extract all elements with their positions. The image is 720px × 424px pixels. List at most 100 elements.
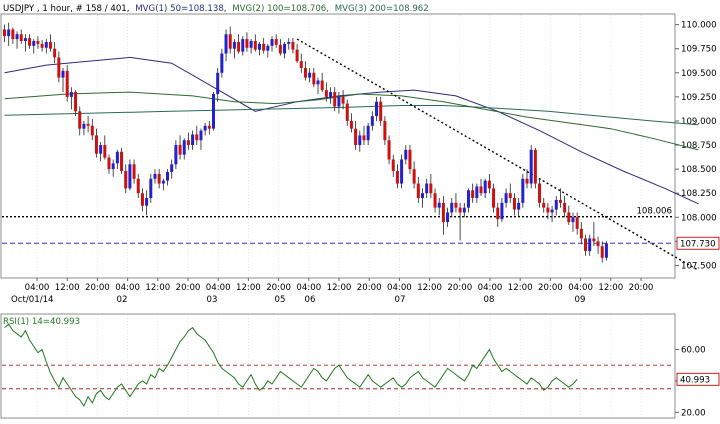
candle-body: [337, 96, 341, 107]
candle-body: [483, 180, 487, 194]
candle-body: [454, 202, 458, 208]
candle-body: [120, 151, 124, 172]
candle-body: [404, 149, 408, 160]
candle-body: [94, 135, 98, 154]
time-tick-label: 04:00: [568, 283, 593, 293]
candle-body: [53, 48, 57, 58]
candle-body: [316, 80, 320, 85]
candle-body: [433, 193, 437, 208]
candle-body: [145, 198, 149, 206]
candle-body: [533, 149, 537, 184]
candle-body: [178, 145, 182, 155]
candle-body: [408, 149, 412, 170]
candle-body: [203, 125, 207, 131]
candle-body: [479, 186, 483, 194]
candle-body: [161, 180, 165, 184]
candle-body: [358, 135, 362, 146]
candle-body: [78, 111, 82, 129]
candle-body: [546, 207, 550, 213]
current-price-label: 107.730: [680, 239, 716, 249]
time-tick-label: 20:00: [538, 283, 563, 293]
candle-body: [529, 149, 533, 184]
time-tick-label: 20:00: [176, 283, 201, 293]
candle-body: [224, 34, 228, 54]
price-panel-frame: [0, 13, 676, 279]
candle-body: [492, 188, 496, 208]
candle-body: [257, 43, 261, 50]
candle-body: [329, 92, 333, 97]
candle-body: [132, 164, 136, 179]
price-tick-label: 109.500: [681, 69, 717, 79]
candle-body: [604, 243, 608, 258]
moving-average-lines: [4, 56, 699, 205]
date-tick-label: 06: [305, 295, 316, 305]
date-tick-label: 02: [117, 295, 128, 305]
candle-body: [370, 116, 374, 126]
candle-body: [450, 202, 454, 213]
candle-body: [563, 202, 567, 213]
support-line-label: 108.006: [636, 207, 672, 217]
date-tick-label: 03: [207, 295, 218, 305]
candle-body: [15, 34, 19, 40]
candle-body: [174, 145, 178, 165]
candle-body: [103, 145, 107, 158]
candle-body: [232, 41, 236, 49]
candle-body: [216, 72, 220, 94]
candle-body: [584, 238, 588, 251]
candle-body: [312, 72, 316, 85]
candle-body: [124, 171, 128, 189]
time-tick-label: 04:00: [478, 283, 503, 293]
candle-body: [7, 29, 11, 37]
rsi-tick-label: 20.00: [681, 408, 706, 418]
candle-body: [140, 193, 144, 206]
price-tick-label: 108.750: [681, 141, 717, 151]
candle-body: [508, 193, 512, 199]
candle-body: [366, 125, 370, 141]
candle-body: [341, 96, 345, 104]
candle-body: [575, 217, 579, 229]
candle-body: [383, 120, 387, 141]
candle-body: [517, 202, 521, 210]
header-ma1: MVG(1) 50=108.138,: [135, 4, 226, 14]
candle-body: [429, 183, 433, 194]
candle-body: [249, 41, 253, 48]
candle-body: [567, 212, 571, 223]
candle-body: [82, 123, 86, 129]
candle-body: [212, 93, 215, 129]
candle-body: [274, 39, 278, 45]
candle-body: [379, 101, 383, 121]
time-tick-label: 20:00: [447, 283, 472, 293]
candle-body: [199, 130, 203, 141]
candle-body: [458, 207, 462, 213]
candle-body: [512, 198, 516, 210]
candle-body: [400, 159, 404, 184]
rsi-value-box: [676, 372, 720, 386]
candle-body: [579, 228, 583, 239]
candle-body: [74, 92, 78, 112]
rsi-line: [4, 323, 578, 408]
candle-body: [299, 61, 303, 68]
time-tick-label: 04:00: [206, 283, 231, 293]
moving-average-line: [4, 91, 699, 151]
candle-body: [57, 57, 61, 78]
candle-body: [136, 178, 140, 194]
candle-body: [237, 41, 241, 52]
candle-body: [571, 217, 575, 223]
time-tick-label: 12:00: [145, 283, 170, 293]
candle-body: [149, 178, 153, 199]
candle-body: [191, 134, 195, 146]
date-tick-label: 08: [484, 295, 495, 305]
candle-body: [538, 183, 542, 203]
candle-body: [345, 103, 349, 121]
candle-body: [596, 241, 600, 247]
rsi-tick-label: 60.00: [681, 346, 706, 356]
candle-body: [441, 202, 445, 223]
time-tick-label: 12:00: [327, 283, 352, 293]
time-tick-label: 04:00: [387, 283, 412, 293]
price-tick-label: 107.500: [681, 261, 717, 271]
candlesticks: [3, 22, 608, 263]
candle-body: [303, 67, 307, 78]
date-tick-label: 07: [395, 295, 406, 305]
